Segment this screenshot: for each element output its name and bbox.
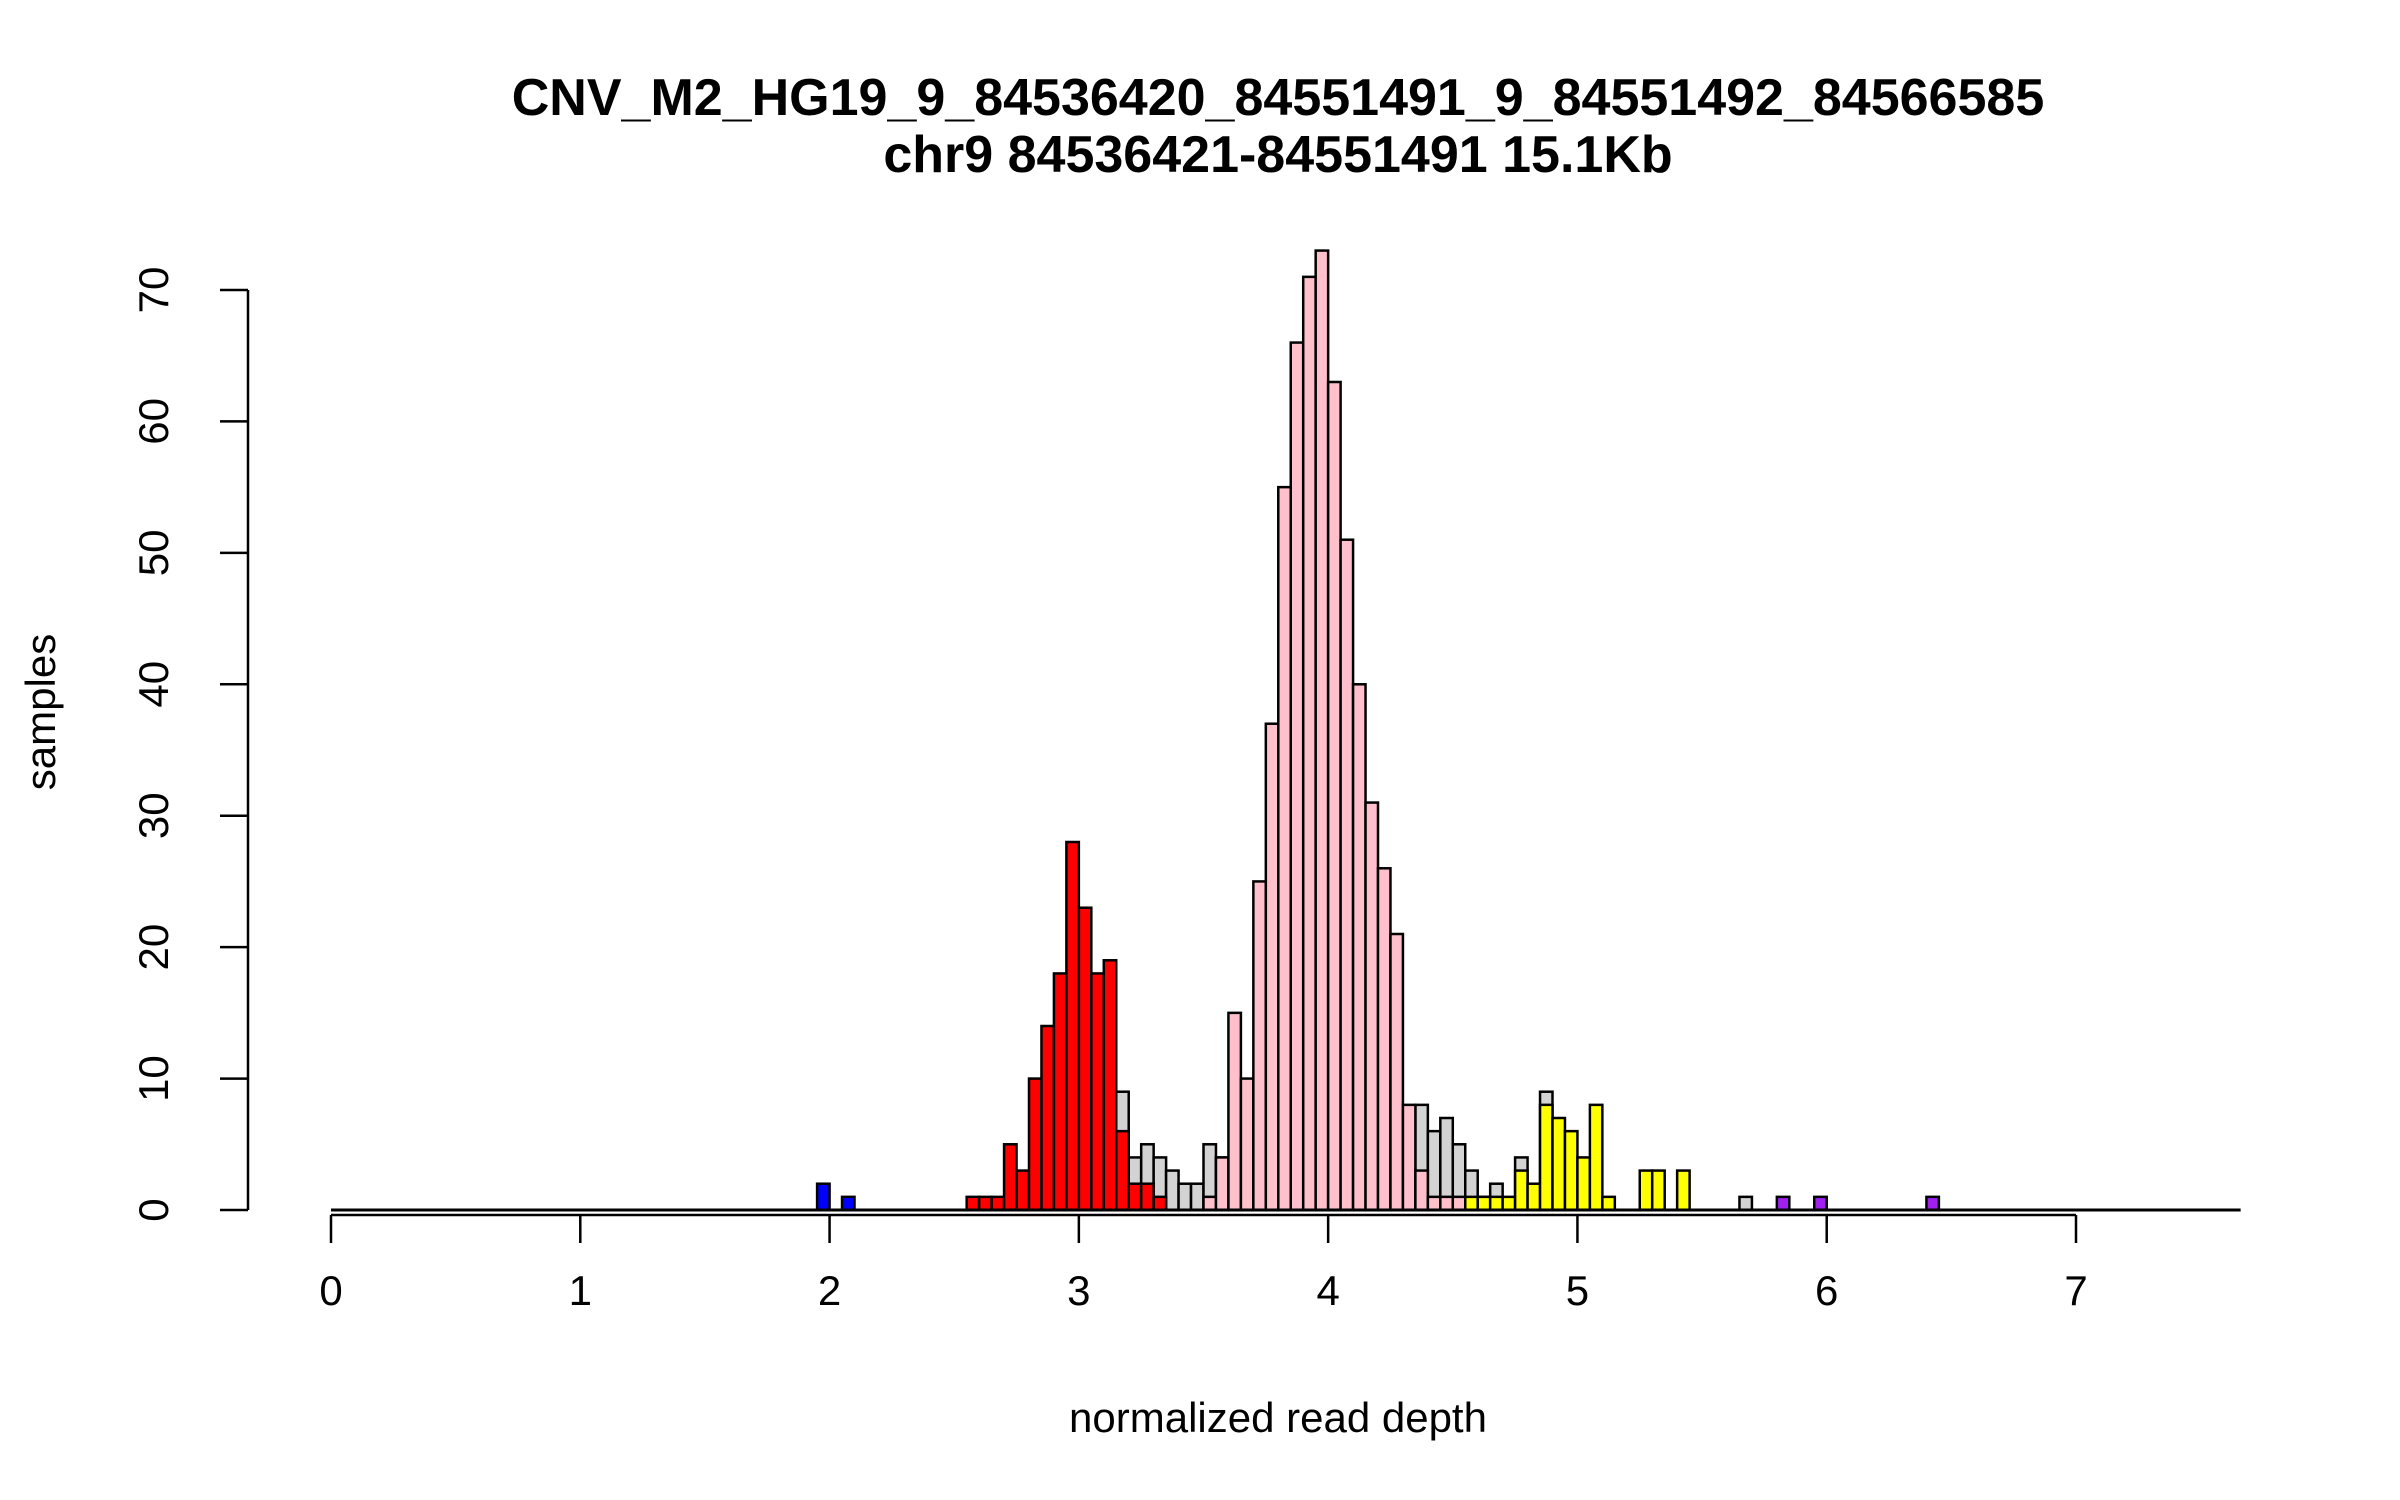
histogram-bar-yellow [1563, 1129, 1579, 1212]
histogram-bar-pink [1264, 722, 1280, 1212]
histogram-bar-red [965, 1195, 981, 1212]
histogram-bar-red [1002, 1143, 1018, 1212]
histogram-bar-pink [1277, 485, 1293, 1212]
histogram-bar-pink [1301, 275, 1317, 1212]
histogram-bar-pink [1376, 867, 1392, 1212]
histogram-bar-red [1065, 840, 1081, 1212]
y-tick-label: 60 [130, 398, 177, 445]
histogram-bar-red [1015, 1169, 1031, 1212]
histogram-bar-purple [1925, 1195, 1941, 1212]
histogram-bar-pink [1339, 538, 1355, 1212]
histogram-bar-pink [1401, 1103, 1417, 1212]
histogram-bar-pink [1414, 1169, 1430, 1212]
histogram-bar-red [1102, 959, 1118, 1212]
histogram-bar-gray [1177, 1182, 1193, 1212]
histogram-bar-yellow [1464, 1195, 1479, 1212]
x-tick-label: 6 [1815, 1267, 1838, 1314]
histogram-bar-pink [1351, 683, 1367, 1212]
histogram-bar-red [1152, 1195, 1168, 1212]
histogram-bar-yellow [1650, 1169, 1666, 1212]
histogram-bar-gray [1738, 1195, 1754, 1212]
histogram-bar-pink [1227, 1011, 1243, 1212]
histogram-bar-red [1090, 972, 1106, 1212]
histogram-bar-red [1127, 1182, 1143, 1212]
histogram-bar-pink [1289, 341, 1305, 1212]
x-tick-label: 0 [319, 1267, 342, 1314]
y-tick-label: 10 [130, 1055, 177, 1102]
histogram-bar-red [1052, 972, 1068, 1212]
histogram-bar-red [1027, 1077, 1043, 1212]
histogram-bar-red [990, 1195, 1006, 1212]
histogram-bar-pink [1252, 880, 1268, 1212]
histogram-bar-red [1040, 1024, 1056, 1212]
histogram-bar-pink [1214, 1156, 1230, 1212]
chart-title: CNV_M2_HG19_9_84536420_84551491_9_845514… [512, 69, 2045, 127]
histogram-bar-red [1115, 1129, 1130, 1212]
x-axis: 0 1 2 3 4 5 6 7 [319, 1213, 2088, 1314]
x-tick-label: 1 [569, 1267, 592, 1314]
histogram-bar-pink [1439, 1195, 1455, 1212]
x-tick-label: 7 [2064, 1267, 2087, 1314]
y-axis-label: samples [17, 634, 64, 790]
histogram-bar-yellow [1526, 1182, 1542, 1212]
y-tick-label: 0 [130, 1198, 177, 1221]
bar-group [815, 249, 1941, 1212]
histogram-bar-red [977, 1195, 993, 1212]
histogram-bar-yellow [1576, 1156, 1592, 1212]
histogram-bar-pink [1314, 249, 1330, 1212]
histogram-bar-yellow [1638, 1169, 1654, 1212]
x-tick-label: 2 [818, 1267, 841, 1314]
histogram-bar-yellow [1513, 1169, 1529, 1212]
histogram-bar-gray [1164, 1169, 1180, 1212]
histogram-bar-pink [1426, 1195, 1442, 1212]
y-tick-label: 50 [130, 529, 177, 576]
x-tick-label: 5 [1566, 1267, 1589, 1314]
histogram-bar-yellow [1488, 1195, 1504, 1212]
histogram-bar-yellow [1476, 1195, 1492, 1212]
y-tick-label: 20 [130, 924, 177, 971]
histogram-bar-blue [840, 1195, 856, 1212]
y-tick-label: 40 [130, 661, 177, 708]
histogram-bar-pink [1202, 1195, 1218, 1212]
y-tick-label: 30 [130, 792, 177, 839]
histogram-bar-yellow [1675, 1169, 1691, 1212]
histogram-bar-pink [1326, 380, 1342, 1212]
histogram-bar-pink [1239, 1077, 1255, 1212]
histogram-bar-pink [1389, 932, 1405, 1212]
x-tick-label: 3 [1067, 1267, 1090, 1314]
histogram-bar-yellow [1601, 1195, 1617, 1212]
histogram-bar-purple [1813, 1195, 1828, 1212]
x-tick-label: 4 [1316, 1267, 1339, 1314]
histogram-bar-pink [1364, 801, 1380, 1212]
y-axis: 0 10 20 30 40 50 60 70 [130, 267, 250, 1222]
histogram-bar-red [1139, 1182, 1155, 1212]
y-tick-label: 70 [130, 267, 177, 314]
histogram-bar-yellow [1538, 1103, 1554, 1212]
histogram-bar-purple [1775, 1195, 1791, 1212]
chart-subtitle: chr9 84536421-84551491 15.1Kb [883, 126, 1672, 184]
x-axis-label: normalized read depth [1069, 1394, 1487, 1441]
histogram-bar-blue [815, 1182, 831, 1212]
histogram-bar-pink [1451, 1195, 1467, 1212]
histogram-bar-yellow [1501, 1195, 1517, 1212]
histogram-bar-gray [1189, 1182, 1205, 1212]
histogram-bar-yellow [1588, 1103, 1604, 1212]
histogram-bar-red [1077, 906, 1093, 1212]
histogram-bar-yellow [1551, 1116, 1567, 1212]
